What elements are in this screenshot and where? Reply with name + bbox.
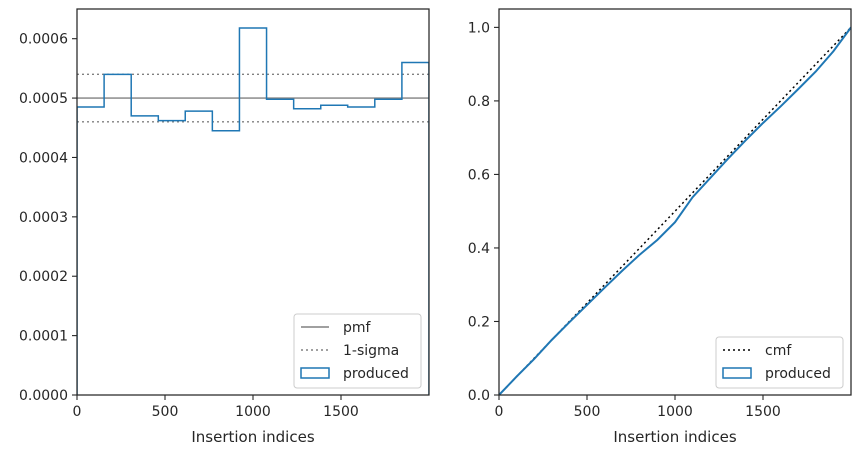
y-tick-label: 0.0005 bbox=[19, 91, 68, 107]
plot-area bbox=[499, 26, 851, 395]
y-tick-label: 0.0003 bbox=[19, 210, 68, 226]
legend-box bbox=[715, 336, 844, 389]
y-tick-label: 0.0001 bbox=[19, 329, 68, 345]
x-tick-label: 500 bbox=[574, 404, 601, 420]
y-tick-label: 0.6 bbox=[468, 167, 490, 183]
legend: cmf produced bbox=[715, 336, 844, 389]
produced-line bbox=[499, 26, 851, 395]
legend-box bbox=[293, 313, 422, 389]
y-tick-label: 0.0 bbox=[468, 388, 490, 404]
x-tick-label: 1000 bbox=[235, 404, 271, 420]
y-tick-label: 0.0006 bbox=[19, 32, 68, 48]
legend-swatch bbox=[300, 367, 330, 379]
legend-label: pmf bbox=[343, 320, 372, 336]
legend-label: cmf bbox=[765, 343, 792, 359]
legend: pmf 1-sigma produced bbox=[293, 313, 422, 389]
y-tick-label: 1.0 bbox=[468, 20, 490, 36]
x-tick-label: 500 bbox=[152, 404, 179, 420]
plot-area bbox=[77, 27, 429, 395]
x-tick-label: 1500 bbox=[745, 404, 781, 420]
y-tick-label: 0.8 bbox=[468, 94, 490, 110]
x-tick-label: 1500 bbox=[323, 404, 359, 420]
produced-histogram bbox=[77, 27, 429, 395]
legend-swatch bbox=[722, 367, 752, 379]
y-tick-label: 0.0004 bbox=[19, 150, 68, 166]
x-tick-label: 1000 bbox=[657, 404, 693, 420]
x-axis-label: Insertion indices bbox=[191, 428, 314, 446]
x-axis-label: Insertion indices bbox=[613, 428, 736, 446]
y-tick-label: 0.2 bbox=[468, 314, 490, 330]
legend-label: 1-sigma bbox=[343, 343, 399, 359]
y-tick-label: 0.0002 bbox=[19, 269, 68, 285]
x-tick-label: 0 bbox=[73, 404, 82, 420]
x-tick-label: 0 bbox=[495, 404, 504, 420]
legend-label: produced bbox=[765, 366, 831, 382]
y-tick-label: 0.0000 bbox=[19, 388, 68, 404]
chart-2: 0 500 1000 1500 0.0 0.2 0.4 0.6 0.8 1.0 Insertion … bbox=[468, 8, 852, 446]
chart-1: 0 500 1000 1500 0.0000 0.0001 0.0002 0.0003 0.00… bbox=[19, 8, 430, 446]
y-tick-label: 0.4 bbox=[468, 241, 490, 257]
legend-label: produced bbox=[343, 366, 409, 382]
